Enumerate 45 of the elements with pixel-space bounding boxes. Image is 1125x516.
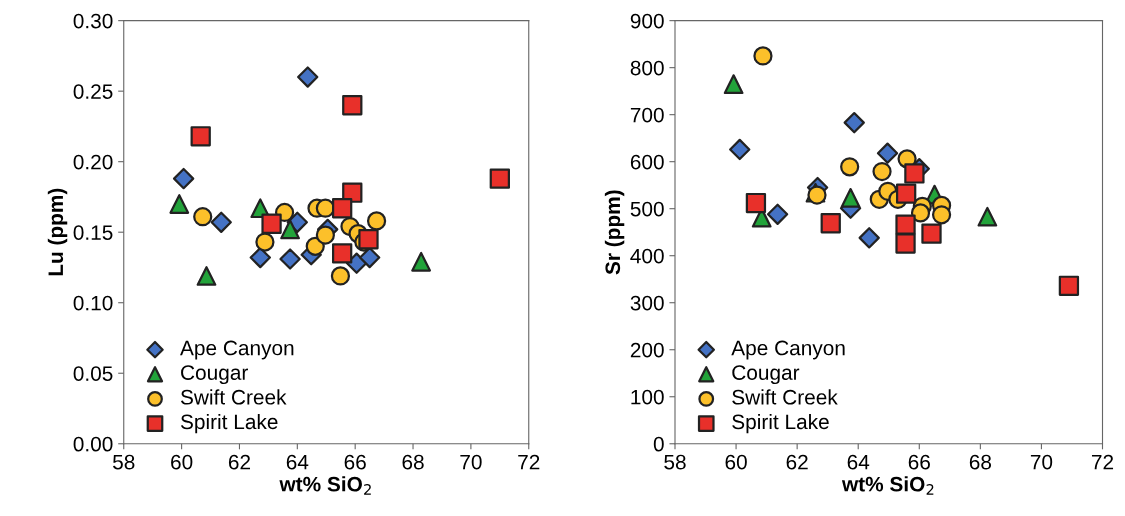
y-tick-label: 200 — [630, 342, 664, 358]
y-tick-label: 100 — [631, 389, 664, 405]
x-tick-label: 70 — [460, 454, 482, 470]
x-tick-label: 68 — [969, 454, 992, 470]
y-tick-label: 500 — [630, 201, 664, 217]
x-tick-label: 60 — [171, 454, 193, 470]
x-tick-label: 64 — [847, 454, 870, 470]
x-tick-label: 60 — [725, 454, 747, 470]
y-tick-label: 300 — [630, 295, 664, 311]
legend-label: Cougar — [732, 365, 800, 385]
y-tick-label: 0.10 — [73, 295, 113, 311]
y-tick-label: 400 — [630, 248, 664, 264]
x-tick-label: 58 — [664, 454, 686, 470]
x-axis-title: wt% SiO$_{2}$ — [841, 476, 934, 495]
y-tick-label: 0.30 — [73, 13, 113, 29]
x-axis-title: wt% SiO$_{2}$ — [279, 476, 371, 495]
legend-label: Spirit Lake — [732, 413, 829, 434]
y-tick-label: 900 — [630, 13, 664, 29]
y-tick-label: 0.15 — [73, 225, 113, 240]
y-tick-label: 800 — [630, 60, 664, 76]
x-tick-label: 66 — [908, 454, 930, 470]
x-tick-label: 58 — [113, 454, 135, 470]
y-tick-label: 0.25 — [73, 84, 113, 99]
x-tick-label: 68 — [402, 454, 424, 470]
x-tick-label: 64 — [286, 454, 309, 470]
y-tick-label: 0.00 — [73, 436, 113, 452]
legend-label: Swift Creek — [732, 389, 838, 405]
y-axis-title: Lu (ppm) — [47, 188, 68, 276]
x-tick-label: 62 — [228, 454, 251, 470]
legend-label: Swift Creek — [180, 389, 287, 405]
y-tick-label: 0 — [653, 436, 664, 452]
x-tick-label: 70 — [1030, 454, 1053, 470]
x-tick-label: 66 — [344, 454, 366, 470]
y-tick-label: 0.05 — [73, 366, 113, 381]
x-tick-label: 72 — [1091, 454, 1114, 470]
legend-label: Ape Canyon — [180, 340, 294, 360]
legend-label: Spirit Lake — [180, 413, 278, 434]
y-tick-label: 0.20 — [73, 154, 113, 170]
y-axis-title: Sr (ppm) — [604, 190, 625, 275]
x-tick-label: 62 — [786, 454, 808, 470]
y-tick-label: 700 — [630, 107, 664, 123]
y-tick-label: 600 — [630, 154, 664, 170]
legend-label: Ape Canyon — [731, 340, 845, 360]
legend-label: Cougar — [181, 365, 248, 385]
x-tick-label: 72 — [518, 454, 540, 470]
